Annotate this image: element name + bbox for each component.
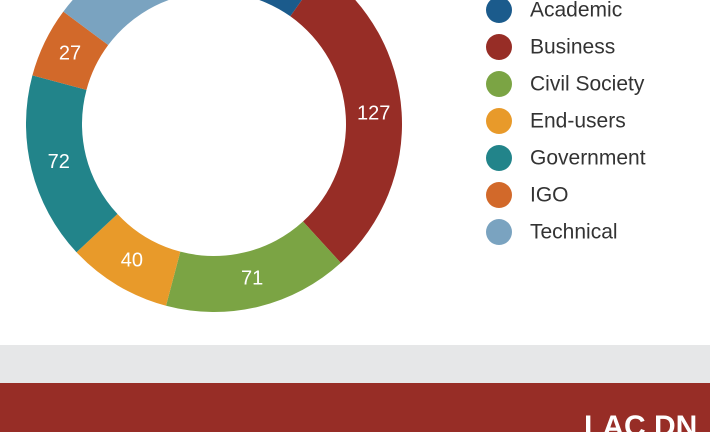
segment-label: 40	[121, 250, 143, 272]
segment-label: 72	[48, 151, 70, 173]
footer-band	[0, 383, 710, 432]
legend-swatch	[486, 182, 512, 208]
segment-label: 127	[357, 102, 390, 124]
legend-label: IGO	[530, 184, 569, 207]
donut-segment	[290, 0, 403, 263]
gray-band	[0, 345, 710, 383]
donut-segment	[25, 75, 118, 253]
legend-swatch	[486, 219, 512, 245]
donut-segment	[63, 0, 169, 46]
legend-swatch	[486, 145, 512, 171]
footer-title: LAC DN	[584, 410, 697, 432]
legend-swatch	[486, 108, 512, 134]
legend-label: Civil Society	[530, 73, 645, 96]
legend-label: Business	[530, 36, 615, 59]
segment-label: 71	[241, 268, 263, 290]
legend-label: Technical	[530, 221, 618, 244]
legend-swatch	[486, 0, 512, 23]
chart: 601277140722750AcademicBusinessCivil Soc…	[25, 0, 646, 312]
legend-label: Academic	[530, 0, 622, 22]
legend-label: End-users	[530, 110, 626, 133]
donut-segment	[259, 0, 302, 17]
segment-label: 27	[59, 42, 81, 64]
legend-swatch	[486, 71, 512, 97]
legend-label: Government	[530, 147, 646, 170]
donut-segment	[32, 11, 109, 90]
legend-swatch	[486, 34, 512, 60]
donut-segment	[166, 221, 341, 312]
donut-segment	[76, 214, 181, 306]
